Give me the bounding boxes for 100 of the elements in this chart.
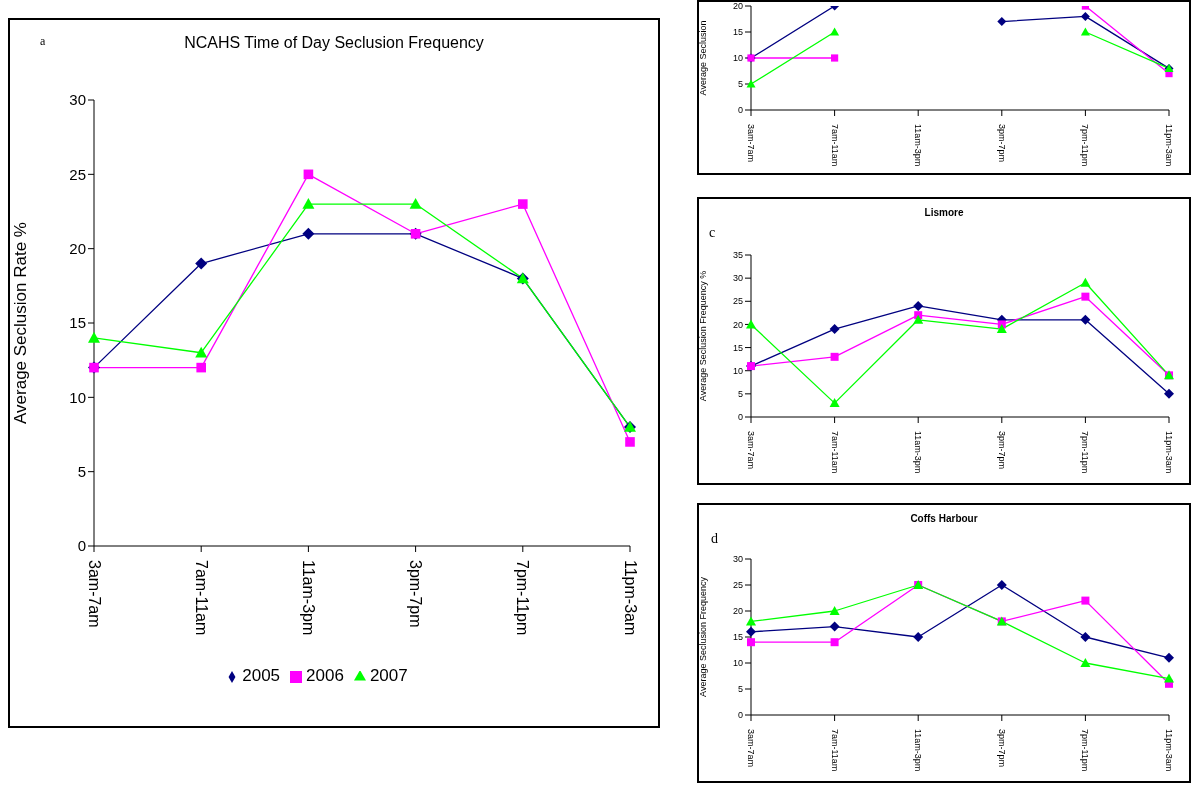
point: [1164, 673, 1174, 683]
y-tick-label: 0: [737, 710, 743, 721]
point: [746, 626, 756, 637]
chart-title: Lismore: [923, 207, 965, 218]
y-tick-label: 30: [69, 91, 86, 109]
x-tick-label: 7pm-11pm: [514, 560, 532, 636]
x-tick-label: 11am-3pm: [299, 560, 317, 636]
y-tick-label: 5: [737, 389, 743, 400]
x-tick-label: 11am-3pm: [913, 729, 924, 772]
x-tick-label: 11am-3pm: [913, 124, 924, 167]
text: a: [40, 34, 46, 49]
y-tick-label: 10: [732, 365, 743, 376]
point: [829, 621, 840, 632]
point: [830, 27, 840, 36]
x-tick-label: 11pm-3am: [1164, 124, 1174, 167]
x-tick-label: 7am-11am: [829, 431, 840, 474]
point: [1080, 658, 1091, 667]
point: [1081, 292, 1090, 301]
y-tick-label: 15: [732, 342, 743, 353]
x-tick-label: 11pm-3am: [621, 560, 639, 636]
x-tick-label: 7am-11am: [829, 124, 840, 167]
point: [625, 437, 635, 447]
y-tick-label: 0: [77, 537, 86, 555]
x-tick-label: 3pm-7pm: [996, 729, 1007, 768]
y-tick-label: 5: [737, 684, 743, 695]
point: [1080, 277, 1091, 287]
point: [996, 580, 1007, 590]
y-axis-title: Average Seclusion Frequency %: [698, 270, 709, 402]
x-tick-label: 3am-7am: [746, 431, 756, 470]
x-tick-label: 7am-11am: [192, 560, 210, 636]
point: [913, 632, 924, 642]
point: [746, 79, 756, 88]
legend-label: 2007: [369, 666, 408, 685]
y-tick-label: 15: [69, 314, 86, 332]
x-tick-label: 3am-7am: [85, 560, 103, 628]
y-tick-label: 5: [737, 79, 743, 90]
y-tick-label: 15: [732, 27, 743, 38]
legend-label: 2005: [242, 666, 281, 685]
y-tick-label: 5: [77, 462, 86, 480]
y-tick-label: 20: [732, 319, 743, 330]
x-tick-label: 7am-11am: [829, 729, 840, 772]
y-axis-title: Average Seclusion Rate %: [11, 222, 31, 424]
point: [302, 198, 315, 209]
y-axis-title: Average Seclusion: [698, 20, 709, 96]
x-tick-label: 11pm-3am: [1164, 431, 1174, 474]
x-tick-label: 3pm-7pm: [996, 431, 1007, 470]
point: [829, 606, 840, 615]
point: [195, 257, 208, 270]
chart-title: Coffs Harbour: [909, 513, 979, 524]
point: [746, 616, 756, 626]
point: [829, 324, 840, 335]
text: d: [711, 531, 718, 547]
y-tick-label: 10: [732, 658, 743, 669]
y-tick-label: 0: [737, 412, 743, 423]
point: [1080, 632, 1091, 642]
x-tick-label: 7pm-11pm: [1080, 431, 1091, 474]
x-tick-label: 3am-7am: [746, 124, 756, 163]
x-tick-label: 7pm-11pm: [1080, 729, 1091, 772]
y-tick-label: 25: [732, 580, 743, 591]
point: [1081, 596, 1090, 605]
point: [195, 346, 208, 358]
legend-label: 2006: [306, 666, 344, 685]
y-tick-label: 30: [732, 273, 743, 284]
y-tick-label: 25: [732, 296, 743, 307]
x-tick-label: 11am-3pm: [913, 431, 924, 474]
y-tick-label: 20: [732, 606, 743, 617]
x-tick-label: 3am-7am: [746, 729, 756, 768]
y-tick-label: 20: [69, 239, 86, 257]
y-axis-title: Average Seclusion Frequency: [698, 576, 709, 697]
point: [747, 638, 755, 647]
point: [1080, 11, 1090, 21]
point: [302, 227, 315, 240]
point: [518, 199, 528, 209]
point: [913, 300, 924, 311]
y-tick-label: 15: [732, 632, 743, 643]
x-tick-label: 11pm-3am: [1164, 729, 1174, 772]
point: [830, 352, 839, 361]
y-tick-label: 0: [737, 105, 743, 116]
point: [913, 314, 924, 324]
y-tick-label: 20: [732, 1, 743, 12]
x-tick-label: 3pm-7pm: [407, 560, 425, 628]
y-tick-label: 25: [69, 165, 86, 183]
point: [831, 54, 839, 62]
point: [196, 362, 206, 373]
y-tick-label: 30: [732, 554, 743, 565]
point: [1080, 27, 1090, 36]
text: c: [709, 225, 716, 241]
y-tick-label: 10: [732, 53, 743, 64]
y-tick-label: 35: [732, 250, 743, 261]
point: [829, 398, 840, 408]
point: [830, 638, 839, 647]
point: [997, 17, 1007, 27]
point: [1164, 388, 1174, 399]
point: [409, 198, 422, 209]
point: [88, 331, 100, 343]
y-tick-label: 10: [69, 388, 86, 406]
point: [1164, 652, 1174, 663]
x-tick-label: 7pm-11pm: [1080, 124, 1091, 167]
chart-title: NCAHS Time of Day Seclusion Frequency: [184, 34, 484, 51]
point: [996, 324, 1007, 334]
